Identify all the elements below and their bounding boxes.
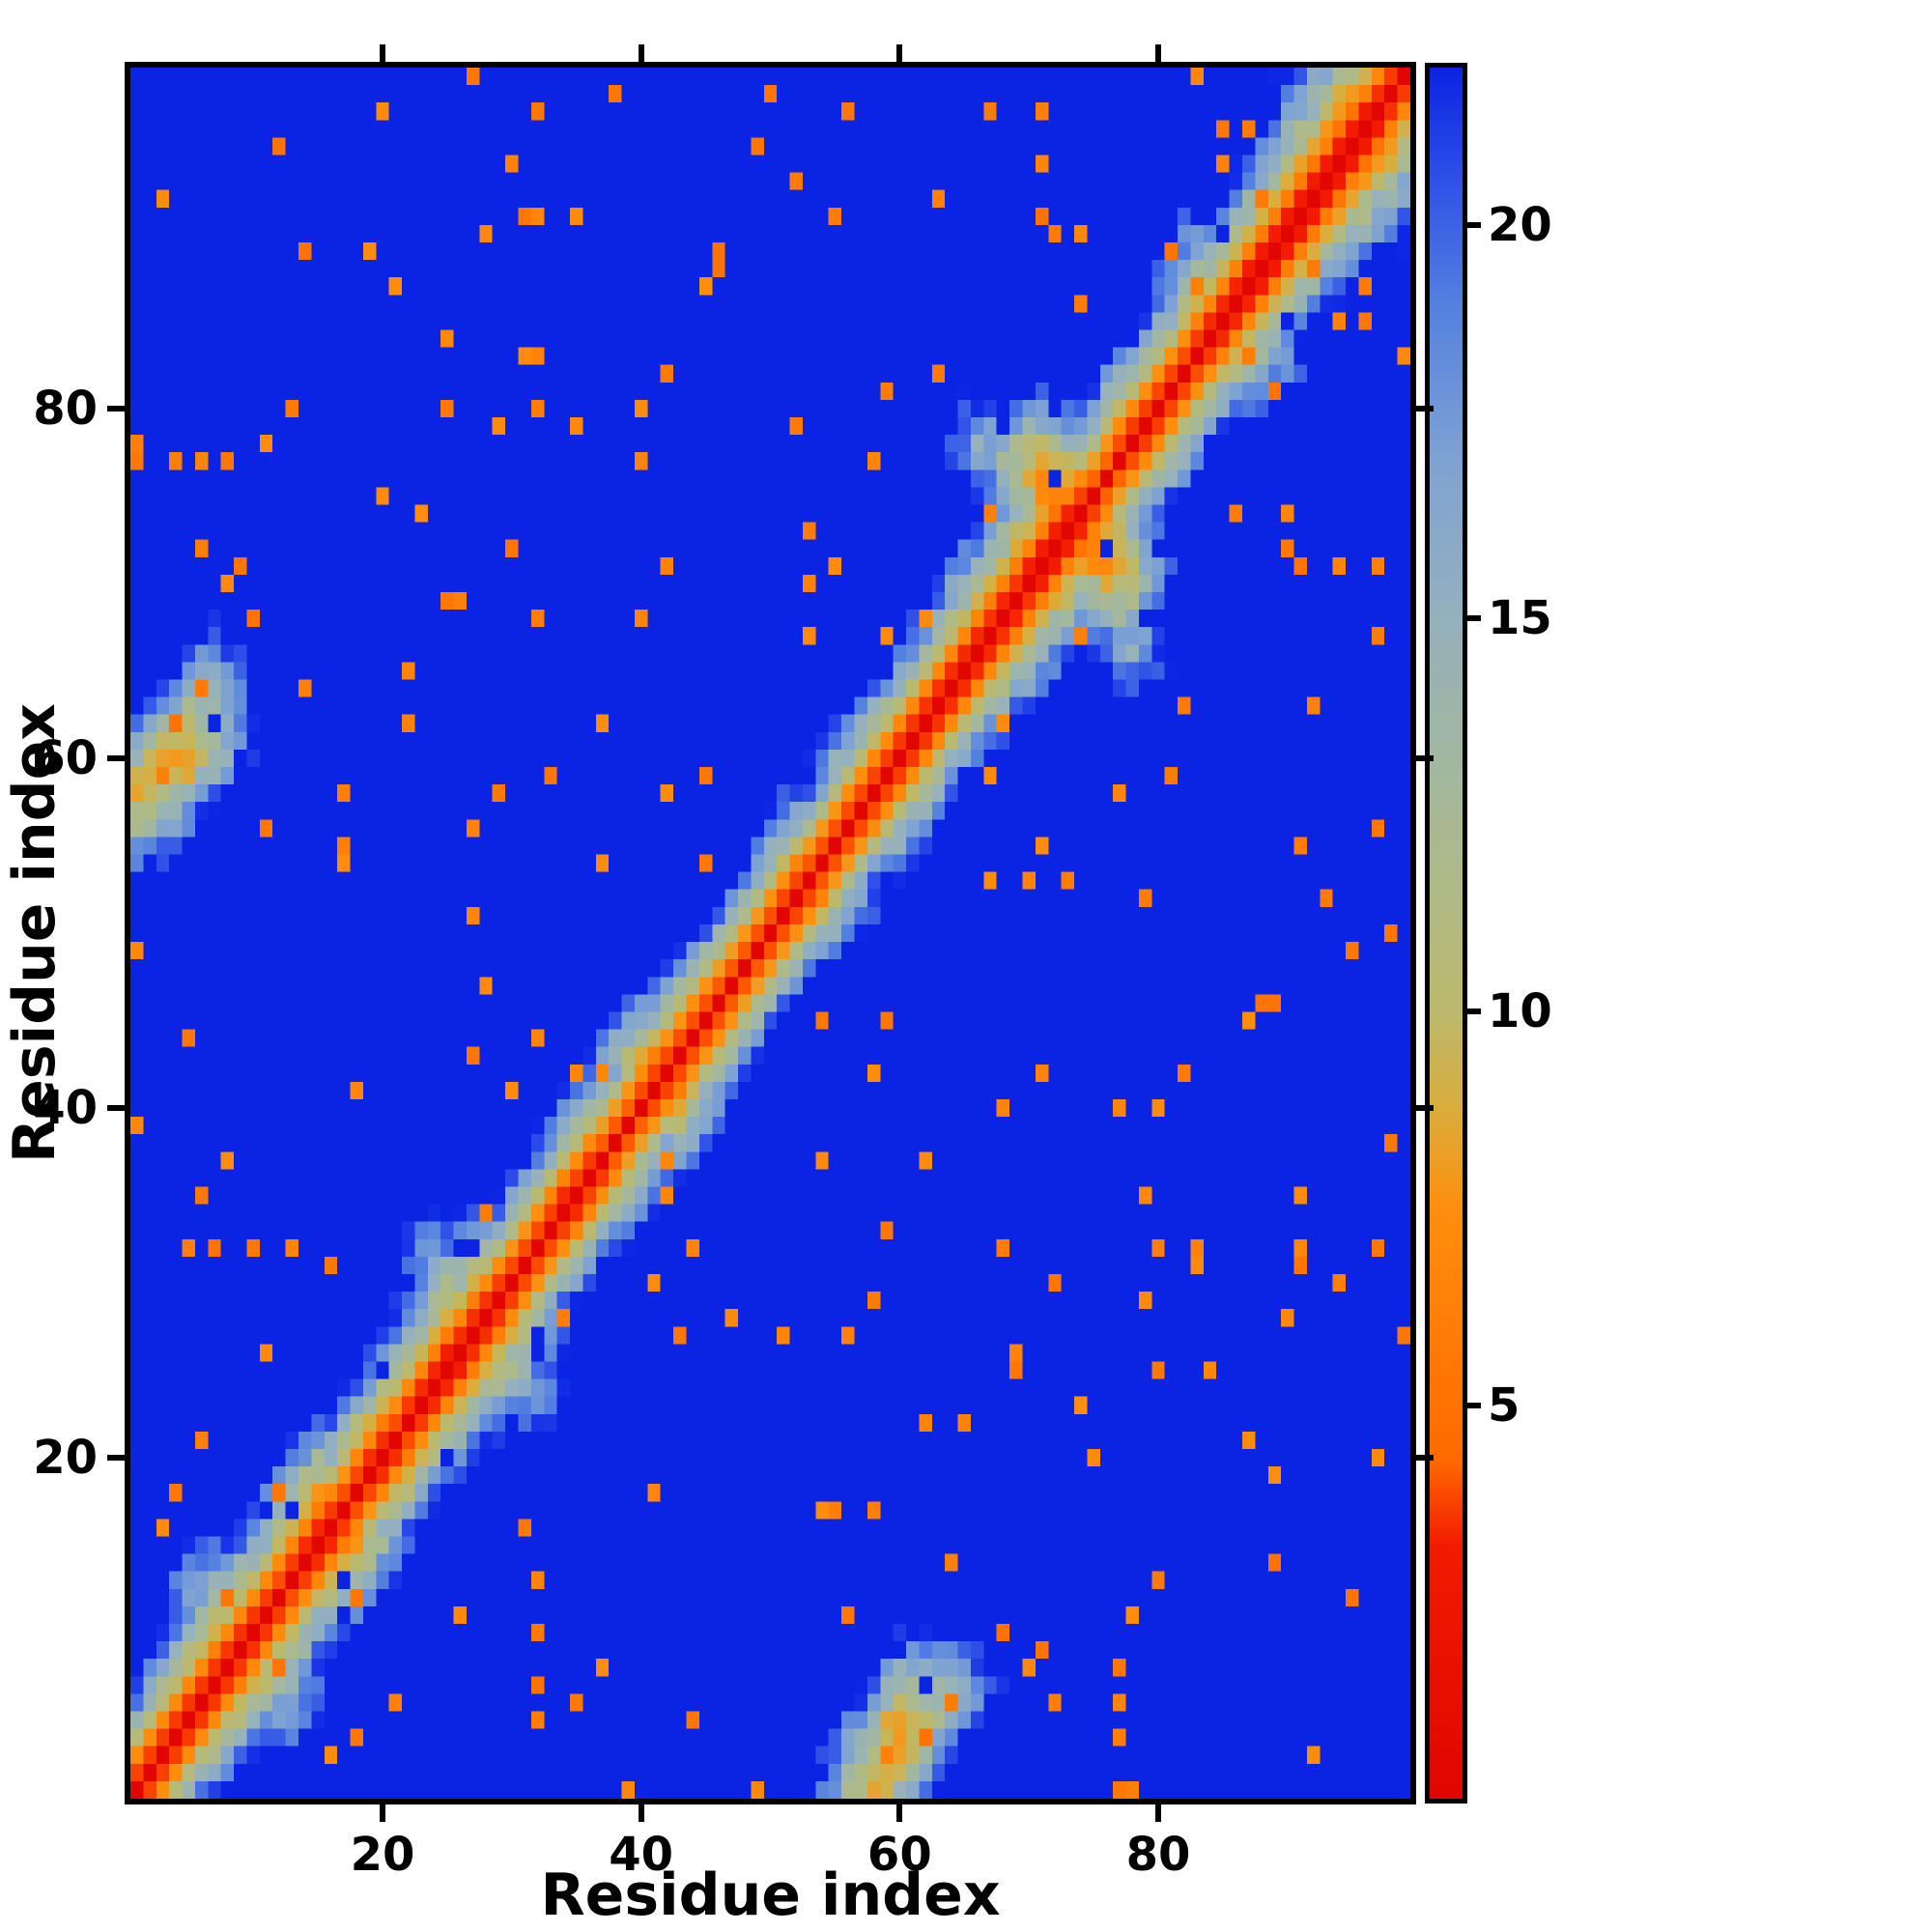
- x-tick-label: 20: [350, 1828, 415, 1882]
- x-tick-mark: [379, 1804, 385, 1822]
- colorbar-tick-label: 20: [1488, 197, 1552, 252]
- x-tick-label: 60: [867, 1828, 932, 1882]
- y-tick-label: 40: [33, 1081, 98, 1135]
- colorbar-tick-label: 5: [1488, 1378, 1520, 1433]
- colorbar-tick-label: 10: [1488, 984, 1552, 1039]
- x-tick-mark-top: [1155, 44, 1161, 62]
- y-tick-label: 20: [33, 1431, 98, 1486]
- x-tick-mark: [1155, 1804, 1161, 1822]
- y-tick-mark-right: [1416, 754, 1434, 761]
- y-tick-mark-right: [1416, 1105, 1434, 1111]
- y-tick-label: 80: [33, 381, 98, 436]
- y-tick-mark-right: [1416, 1455, 1434, 1462]
- y-tick-mark: [107, 405, 125, 412]
- colorbar: [1430, 68, 1463, 1799]
- x-tick-mark-top: [896, 44, 903, 62]
- y-tick-mark: [107, 1455, 125, 1462]
- colorbar-tick-mark: [1467, 615, 1481, 622]
- x-tick-mark: [896, 1804, 903, 1822]
- y-tick-mark: [107, 1105, 125, 1111]
- x-tick-mark: [638, 1804, 644, 1822]
- x-tick-label: 40: [609, 1828, 674, 1882]
- colorbar-tick-mark: [1467, 1402, 1481, 1408]
- colorbar-tick-mark: [1467, 221, 1481, 228]
- colorbar-tick-label: 15: [1488, 591, 1552, 646]
- x-tick-label: 80: [1125, 1828, 1191, 1882]
- x-tick-mark-top: [638, 44, 644, 62]
- y-tick-mark-right: [1416, 405, 1434, 412]
- y-tick-mark: [107, 754, 125, 761]
- colorbar-tick-mark: [1467, 1009, 1481, 1015]
- heatmap-canvas: [130, 68, 1410, 1799]
- y-tick-label: 60: [33, 730, 98, 785]
- x-tick-mark-top: [379, 44, 385, 62]
- x-axis-label: Residue index: [540, 1861, 1001, 1929]
- y-axis-label: Residue index: [1, 702, 69, 1164]
